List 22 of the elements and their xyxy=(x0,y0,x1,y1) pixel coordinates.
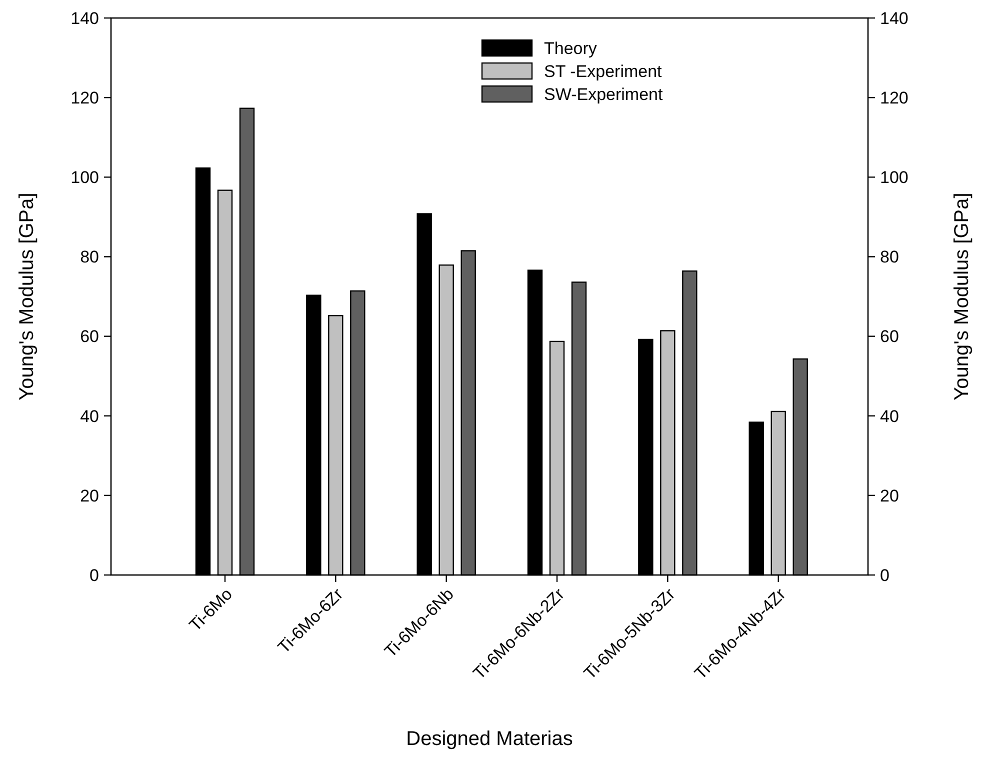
y-tick-label: 120 xyxy=(70,88,99,108)
x-axis-title: Designed Materias xyxy=(406,728,573,750)
y-tick-label: 0 xyxy=(90,566,99,585)
y-tick-label: 20 xyxy=(80,486,99,506)
y2-tick-label: 20 xyxy=(880,486,899,506)
y2-tick-label: 100 xyxy=(880,168,908,188)
y2-tick-label: 60 xyxy=(880,327,899,346)
y-tick-label: 60 xyxy=(80,327,99,346)
legend-label: ST -Experiment xyxy=(544,62,662,81)
y2-tick-label: 40 xyxy=(880,406,899,426)
y-axis-title: Young's Modulus [GPa] xyxy=(16,192,38,400)
y2-axis-title: Young's Modulus [GPa] xyxy=(951,192,973,400)
y2-tick-label: 80 xyxy=(880,248,899,267)
y-tick-label: 80 xyxy=(80,248,99,267)
y2-tick-label: 120 xyxy=(880,88,908,108)
y2-tick-label: 140 xyxy=(880,8,908,28)
y-tick-label: 100 xyxy=(70,168,99,188)
y-tick-label: 140 xyxy=(70,8,99,28)
y-tick-label: 40 xyxy=(80,406,99,426)
y2-tick-label: 0 xyxy=(880,566,890,585)
legend-label: SW-Experiment xyxy=(544,84,663,104)
legend-label: Theory xyxy=(544,38,598,58)
